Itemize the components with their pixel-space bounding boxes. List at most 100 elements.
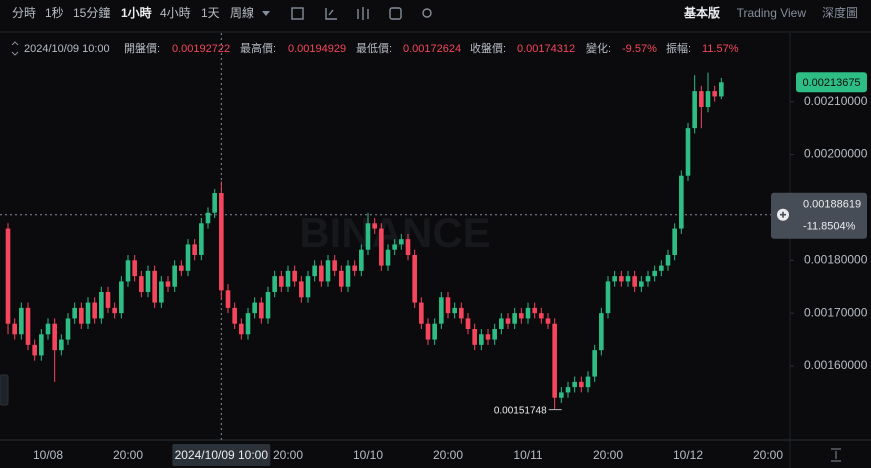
candle-body [465, 318, 471, 329]
candle-body [279, 276, 284, 287]
candle-body [572, 381, 577, 388]
candle-body [239, 323, 244, 335]
legend-value: 0.00192722 [172, 43, 230, 55]
candle-body [219, 193, 224, 291]
candle-body [285, 270, 291, 287]
candle-body [132, 260, 137, 277]
candle-body [585, 376, 591, 388]
candle-body [32, 344, 37, 356]
candle-body [672, 228, 677, 255]
candle-body [459, 307, 464, 319]
axis-reset-icon[interactable] [831, 448, 841, 462]
x-tick-label: 20:00 [593, 448, 623, 462]
candle-body [699, 91, 704, 107]
candle-body [305, 276, 311, 298]
candle-body [319, 265, 324, 282]
candle-body [579, 381, 584, 388]
candle-type-icon[interactable] [357, 7, 369, 20]
legend-time: 2024/10/09 10:00 [24, 43, 110, 55]
candle-body [479, 334, 484, 345]
candle-body [92, 302, 97, 319]
candle-body [85, 302, 91, 324]
legend-label: 振幅: [666, 41, 691, 55]
crosshair-add-plus [780, 211, 786, 218]
candle-body [512, 313, 517, 324]
candle-body [79, 307, 84, 324]
interval-tab[interactable]: 周線 [230, 5, 254, 20]
view-tab[interactable]: 基本版 [683, 5, 720, 20]
candle-body [439, 297, 444, 324]
candle-body [185, 244, 191, 271]
legend-value: 0.00172624 [403, 43, 461, 55]
candle-body [552, 323, 557, 398]
layout-icon[interactable] [389, 7, 402, 20]
candle-body [499, 318, 504, 329]
interval-tab[interactable]: 4小時 [160, 6, 191, 20]
candle-body [345, 265, 351, 287]
legend-toggle[interactable] [11, 41, 19, 56]
candle-body [599, 313, 604, 351]
candle-body [652, 270, 657, 277]
legend-label: 最低價: [356, 41, 392, 55]
candle-body [412, 255, 417, 303]
candle-body [419, 302, 424, 324]
candle-body [179, 265, 184, 271]
interval-dropdown[interactable] [262, 11, 270, 16]
interval-tab[interactable]: 1天 [201, 6, 220, 20]
candle-body [199, 223, 204, 255]
candle-body [259, 302, 264, 319]
crosshair-time-box [172, 444, 271, 466]
candle-body [145, 270, 151, 292]
candle-body [39, 334, 44, 356]
crosshair-price-label: 0.00188619 [803, 199, 861, 211]
crosshair-price-tag [771, 192, 867, 239]
candle-body [12, 323, 17, 335]
candle-body [612, 276, 617, 282]
candle-body [52, 323, 57, 351]
view-tab[interactable]: 深度圖 [822, 5, 858, 20]
view-tab[interactable]: Trading View [737, 6, 807, 20]
candle-body [425, 323, 431, 340]
candle-body [232, 307, 237, 324]
candle-body [172, 265, 177, 287]
x-tick-label: 20:00 [433, 448, 463, 462]
y-tick-label: 0.00160000 [804, 358, 868, 372]
interval-tab[interactable]: 分時 [12, 6, 36, 20]
candle-body [692, 91, 697, 129]
candle-body [299, 281, 304, 298]
legend-value: 0.00174312 [517, 43, 575, 55]
candle-body [632, 276, 637, 287]
interval-tab[interactable]: 1秒 [45, 6, 64, 20]
candle-body [212, 193, 217, 213]
candle-body [19, 307, 24, 335]
interval-tab[interactable]: 15分鐘 [73, 5, 110, 20]
candle-body [325, 260, 331, 282]
candle-body [685, 128, 691, 176]
draw-icon[interactable] [325, 8, 337, 20]
legend-value: -9.57% [622, 43, 657, 55]
candle-body [119, 281, 124, 314]
settings-icon[interactable] [422, 8, 432, 18]
candle-body [485, 334, 491, 340]
candle-body [385, 249, 391, 266]
indicator-icon[interactable] [291, 7, 304, 20]
candle-body [659, 265, 664, 271]
candle-body [392, 244, 397, 250]
interval-tab[interactable]: 1小時 [121, 5, 152, 20]
candle-body [592, 350, 597, 377]
legend-label: 收盤價: [470, 41, 506, 55]
candle-body [605, 281, 611, 314]
candle-body [252, 302, 257, 314]
side-panel-tab[interactable] [0, 374, 9, 406]
candle-body [505, 318, 511, 324]
x-tick-label: 20:00 [273, 448, 303, 462]
candle-body [5, 228, 11, 324]
x-tick-label: 10/11 [513, 448, 542, 462]
candle-body [472, 329, 477, 345]
legend-label: 變化: [586, 41, 611, 55]
candle-body [712, 91, 717, 97]
candle-body [379, 228, 384, 266]
legend-label: 最高價: [240, 41, 276, 55]
